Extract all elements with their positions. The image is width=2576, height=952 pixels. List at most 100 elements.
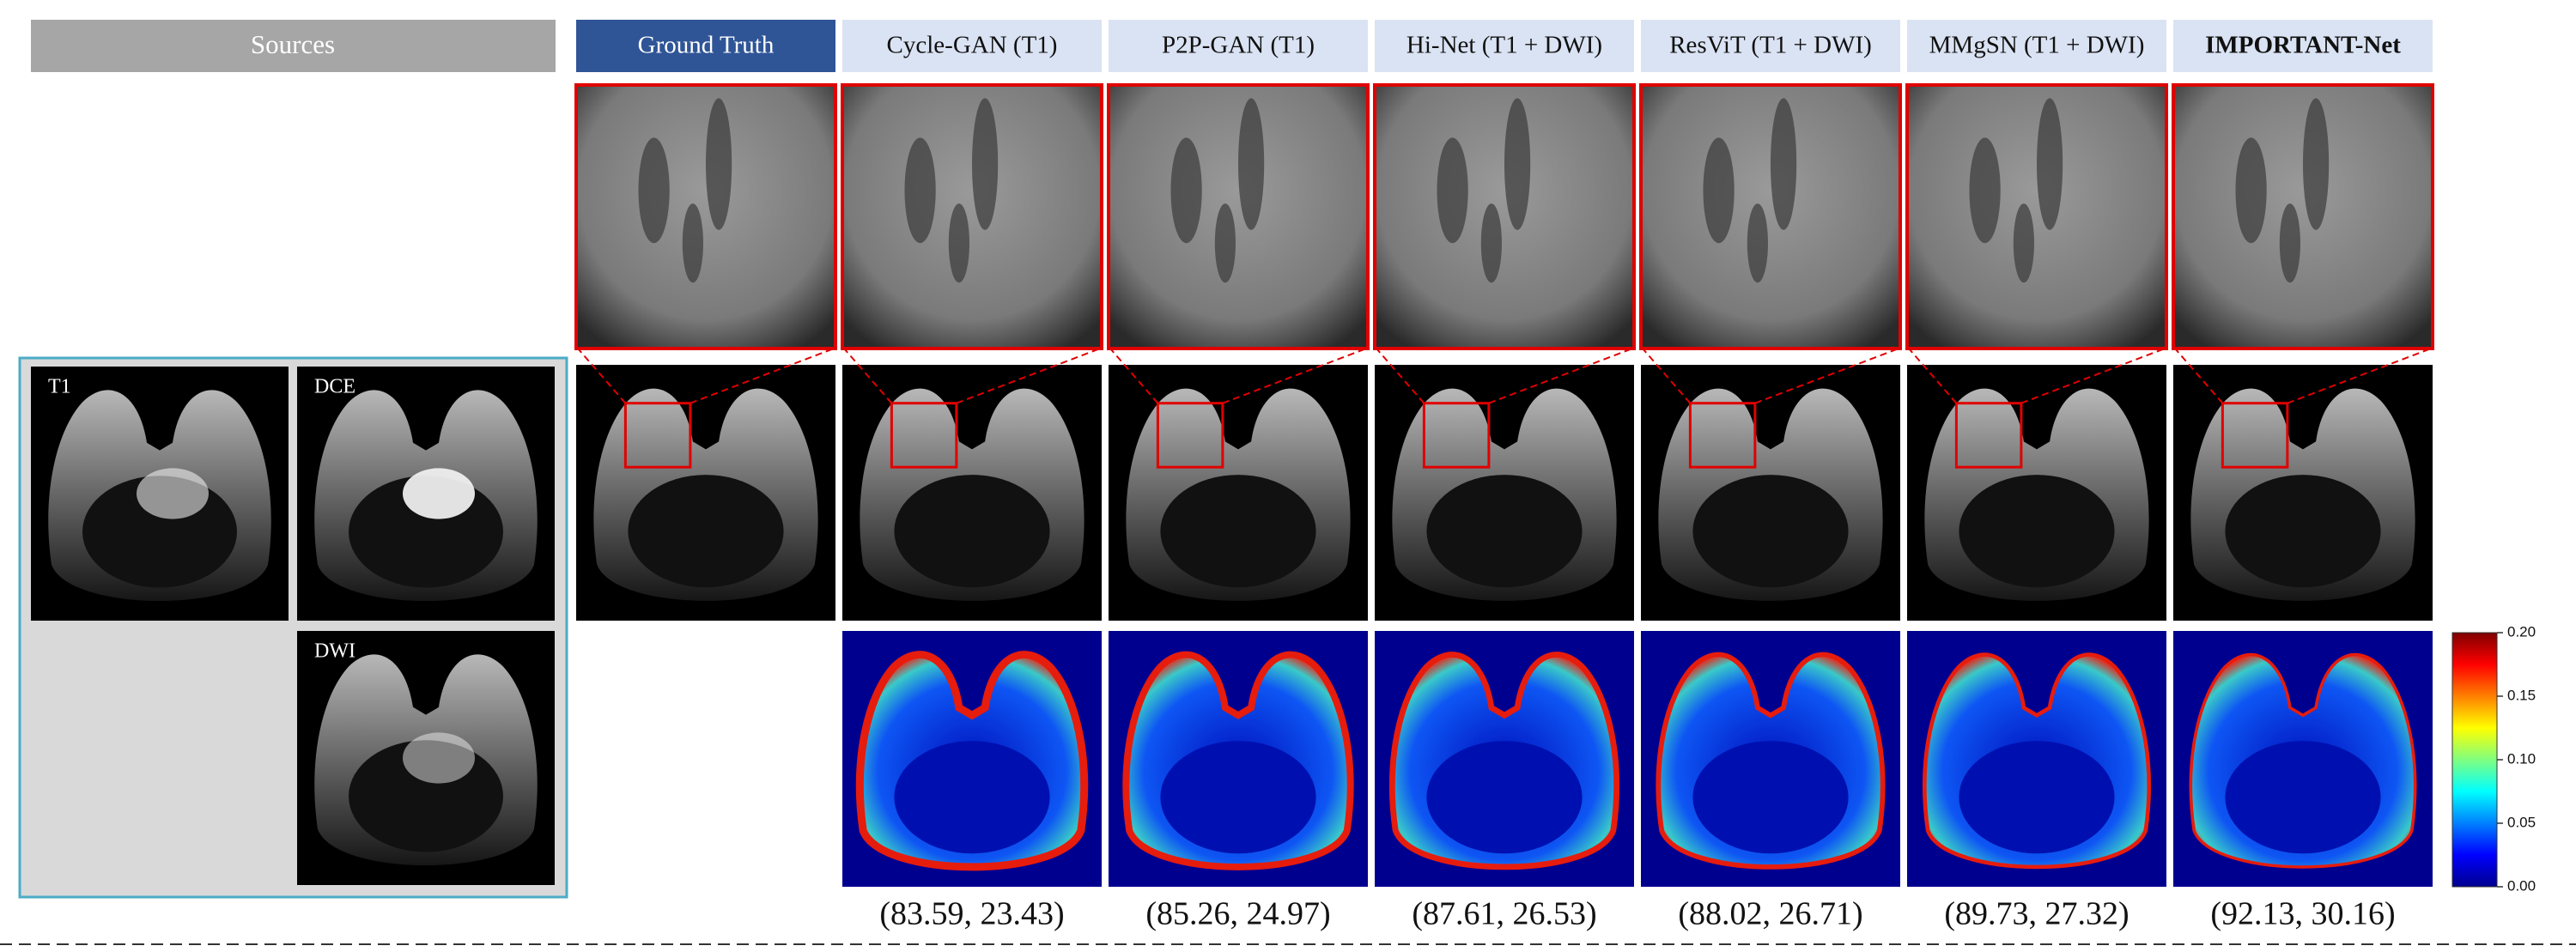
error-anatomy bbox=[2189, 652, 2417, 869]
source-image-anatomy bbox=[314, 390, 538, 602]
colorbar-label: 0.15 bbox=[2507, 687, 2536, 703]
colorbar-label: 0.05 bbox=[2507, 814, 2536, 830]
method-title: P2P-GAN (T1) bbox=[1162, 32, 1315, 59]
error-thorax bbox=[1959, 741, 2115, 854]
method-header bbox=[1907, 20, 2166, 72]
colorbar bbox=[2451, 632, 2498, 888]
roi-link bbox=[1109, 348, 1159, 404]
roi-link bbox=[1488, 348, 1633, 404]
synth-image-anatomy bbox=[1658, 388, 1883, 601]
roi-box bbox=[623, 402, 692, 469]
roi-link bbox=[1908, 348, 1958, 404]
roi-box bbox=[2221, 402, 2289, 469]
metric-score: (89.73, 27.32) bbox=[1944, 896, 2129, 932]
synth-image-anatomy bbox=[1392, 388, 1617, 601]
enhancement bbox=[403, 732, 475, 784]
roi-box bbox=[1688, 402, 1757, 469]
roi-link bbox=[2020, 348, 2166, 404]
colorbar-label: 0.00 bbox=[2507, 877, 2536, 894]
roi-box bbox=[1156, 402, 1224, 469]
roi-link bbox=[843, 348, 893, 404]
thorax bbox=[1959, 475, 2115, 588]
zoom-image bbox=[574, 83, 837, 350]
metric-score: (83.59, 23.43) bbox=[879, 896, 1064, 932]
tissue-blob bbox=[948, 203, 969, 283]
synth-image-anatomy bbox=[860, 388, 1084, 601]
error-anatomy bbox=[1656, 652, 1886, 870]
method-title: MMgSN (T1 + DWI) bbox=[1929, 32, 2145, 59]
source-image-anatomy bbox=[48, 390, 271, 602]
method-header bbox=[1641, 20, 1900, 72]
tissue-blob bbox=[2037, 98, 2063, 230]
method-header bbox=[2173, 20, 2433, 72]
source-label: T1 bbox=[48, 376, 71, 398]
method-header bbox=[1375, 20, 1634, 72]
tissue-blob bbox=[1238, 98, 1265, 230]
tissue-blob bbox=[706, 98, 732, 230]
tissue-blob bbox=[1214, 203, 1236, 283]
thorax bbox=[1426, 475, 1583, 588]
roi-link bbox=[690, 348, 835, 404]
sources-header bbox=[31, 20, 556, 72]
method-title: Hi-Net (T1 + DWI) bbox=[1406, 32, 1602, 59]
synth-image-anatomy bbox=[1924, 388, 2149, 601]
method-title: ResViT (T1 + DWI) bbox=[1669, 32, 1872, 59]
tissue-blob bbox=[2235, 137, 2267, 244]
tissue-blob bbox=[1969, 137, 2001, 244]
tissue-blob bbox=[1703, 137, 1735, 244]
roi-link bbox=[1376, 348, 1425, 404]
method-title: IMPORTANT-Net bbox=[2205, 32, 2401, 59]
tissue-blob bbox=[2303, 98, 2330, 230]
roi-link bbox=[1642, 348, 1692, 404]
tissue-blob bbox=[2013, 203, 2034, 283]
synth-image-anatomy bbox=[2190, 388, 2415, 601]
thorax bbox=[1692, 475, 1849, 588]
tissue-blob bbox=[972, 98, 999, 230]
metric-score: (85.26, 24.97) bbox=[1145, 896, 1330, 932]
method-header bbox=[842, 20, 1102, 72]
synth-image-anatomy bbox=[1126, 388, 1351, 601]
colorbar-label: 0.20 bbox=[2507, 623, 2536, 640]
tissue-blob bbox=[1170, 137, 1202, 244]
roi-link bbox=[577, 348, 627, 404]
enhancement bbox=[137, 468, 210, 519]
method-title: Cycle-GAN (T1) bbox=[887, 32, 1058, 59]
method-title: Ground Truth bbox=[638, 32, 775, 59]
error-anatomy bbox=[1923, 652, 2151, 870]
roi-link bbox=[2174, 348, 2224, 404]
error-thorax bbox=[2225, 741, 2381, 854]
colorbar-label: 0.10 bbox=[2507, 750, 2536, 767]
error-thorax bbox=[1160, 741, 1316, 854]
error-anatomy bbox=[1388, 652, 1620, 870]
roi-box bbox=[1422, 402, 1491, 469]
sources-title: Sources bbox=[251, 29, 335, 59]
zoom-image bbox=[1107, 83, 1370, 350]
error-anatomy bbox=[1122, 651, 1354, 870]
metric-score: (92.13, 30.16) bbox=[2210, 896, 2395, 932]
tissue-blob bbox=[1480, 203, 1502, 283]
roi-box bbox=[1954, 402, 2023, 469]
thorax bbox=[894, 475, 1050, 588]
zoom-image bbox=[841, 83, 1103, 350]
thorax bbox=[628, 475, 784, 588]
zoom-image bbox=[1639, 83, 1902, 350]
roi-link bbox=[1754, 348, 1899, 404]
tissue-blob bbox=[1437, 137, 1468, 244]
zoom-image bbox=[2172, 83, 2434, 350]
roi-link bbox=[1222, 348, 1367, 404]
tissue-blob bbox=[1747, 203, 1768, 283]
source-label: DCE bbox=[314, 376, 355, 398]
roi-link bbox=[956, 348, 1101, 404]
source-image-anatomy bbox=[314, 654, 538, 866]
tissue-blob bbox=[682, 203, 703, 283]
zoom-image bbox=[1905, 83, 2168, 350]
metric-score: (88.02, 26.71) bbox=[1678, 896, 1862, 932]
error-anatomy bbox=[855, 651, 1089, 871]
error-thorax bbox=[1692, 741, 1849, 854]
tissue-blob bbox=[1504, 98, 1531, 230]
tissue-blob bbox=[2279, 203, 2300, 283]
enhancement bbox=[403, 468, 475, 519]
tissue-blob bbox=[904, 137, 936, 244]
tissue-blob bbox=[638, 137, 670, 244]
tissue-blob bbox=[1771, 98, 1797, 230]
